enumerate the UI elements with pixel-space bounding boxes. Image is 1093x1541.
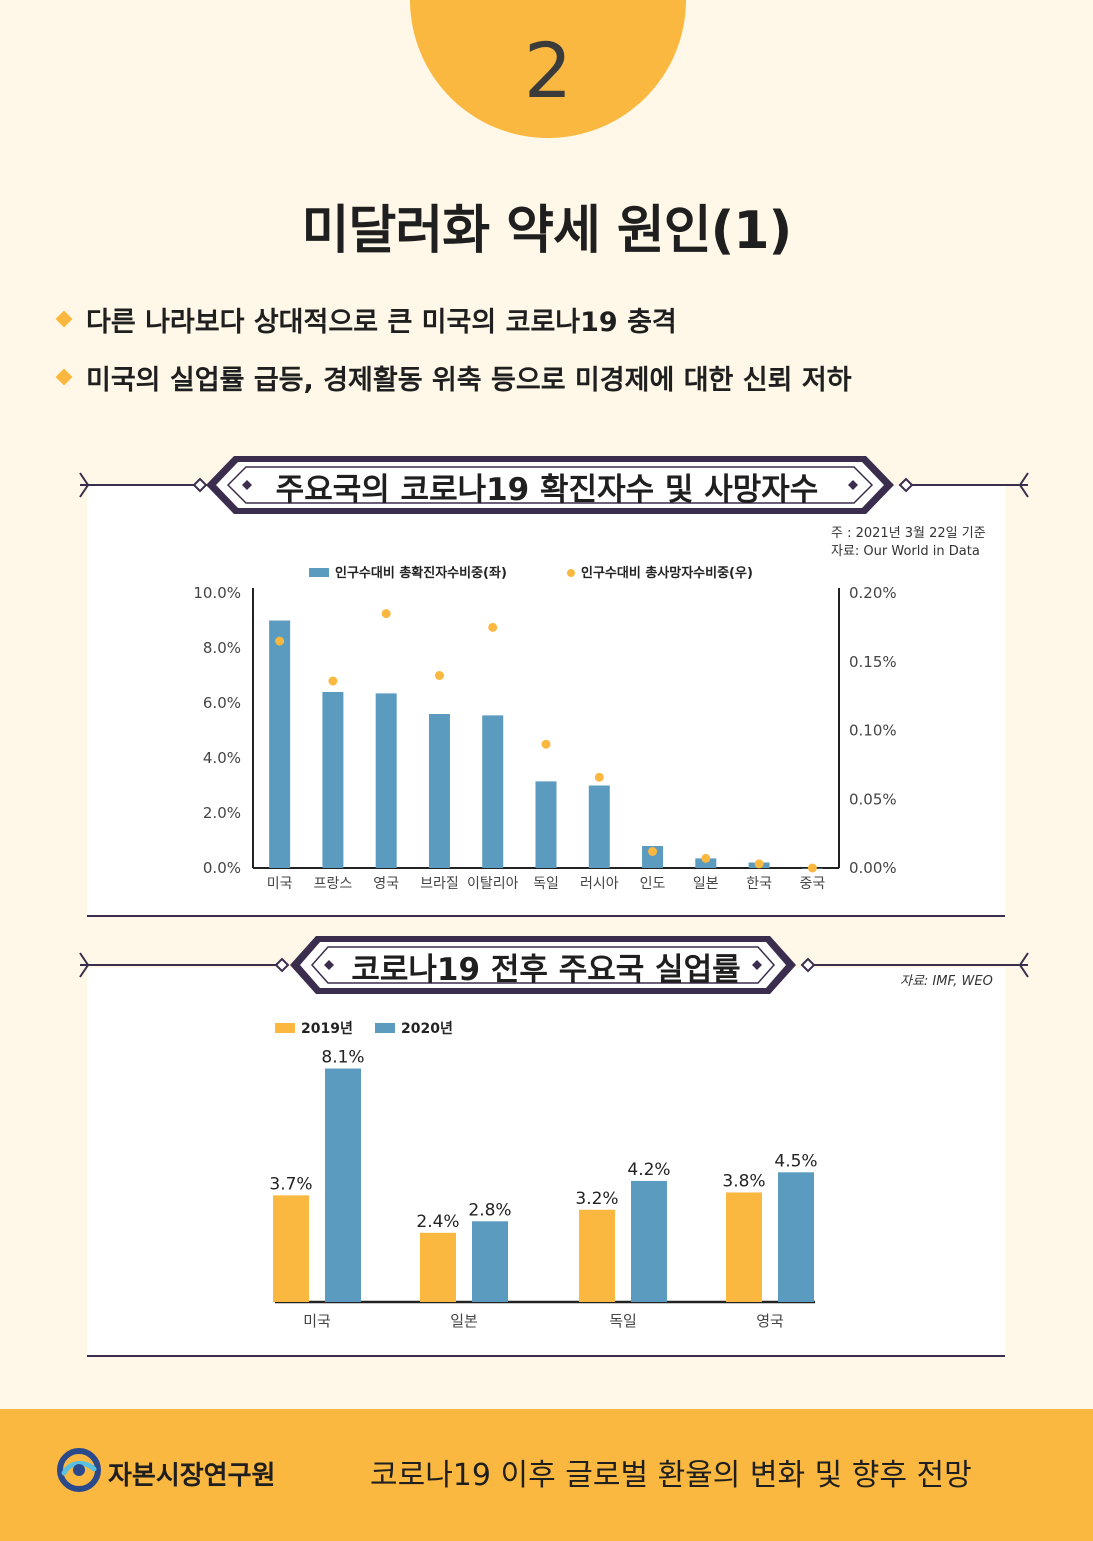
bullet-text: 미국의 실업률 급등, 경제활동 위축 등으로 미경제에 대한 신뢰 저하: [86, 364, 852, 396]
data-label: 2.8%: [468, 1200, 511, 1220]
bar: [269, 620, 291, 868]
bullet-item: 다른 나라보다 상대적으로 큰 미국의 코로나19 충격: [55, 290, 852, 348]
chart1-bottom-rule: [87, 915, 1005, 917]
data-label: 3.7%: [269, 1174, 312, 1194]
x-tick-label: 독일: [533, 876, 559, 892]
data-point: [434, 671, 444, 680]
bar: [322, 692, 344, 868]
chart2-panel: [87, 968, 1005, 1356]
chart1-source: 자료: Our World in Data: [831, 544, 980, 559]
x-tick-label: 프랑스: [314, 876, 353, 892]
data-label: 4.2%: [627, 1160, 670, 1180]
page-title: 미달러화 약세 원인(1): [301, 201, 793, 261]
page-number: 2: [523, 26, 573, 115]
bar: [420, 1232, 456, 1302]
legend-bar-swatch: [309, 568, 329, 577]
bar: [482, 715, 504, 868]
data-point: [594, 772, 604, 782]
footer-org-name: 자본시장연구원: [108, 1461, 276, 1491]
diamond-bullet-icon: [55, 368, 73, 386]
left-tick-label: 6.0%: [203, 694, 241, 712]
data-label: 4.5%: [774, 1151, 817, 1171]
right-tick-label: 0.05%: [849, 790, 897, 808]
bullet-item: 미국의 실업률 급등, 경제활동 위축 등으로 미경제에 대한 신뢰 저하: [55, 348, 852, 406]
data-point: [328, 676, 338, 686]
chart1-plot: 10.0% 8.0% 6.0% 4.0% 2.0% 0.0% 0.20% 0.15% 0.10%…: [193, 565, 897, 892]
diamond-bullet-icon: [55, 310, 73, 328]
x-tick-label: 일본: [450, 1312, 478, 1330]
data-point: [754, 859, 764, 869]
bar: [535, 781, 557, 868]
x-tick-label: 인도: [640, 876, 666, 892]
right-tick-label: 0.20%: [849, 584, 897, 602]
chart1-note-text: 주 : 2021년 3월 22일 기준: [831, 526, 986, 541]
data-point: [488, 622, 498, 632]
data-point: [807, 863, 817, 873]
legend-swatch: [375, 1023, 395, 1033]
legend-dot-label: 인구수대비 총사망자수비중(우): [581, 565, 753, 581]
chart1-title: 주요국의 코로나19 확진자수 및 사망자수: [275, 472, 819, 508]
chart2-plot: 3.7% 8.1% 미국 2.4% 2.8% 일본 3.2% 4.2% 독일 3.8% 4.5% 영국…: [269, 1021, 817, 1330]
x-tick-label: 한국: [746, 876, 772, 892]
data-point: [381, 609, 391, 619]
bar: [325, 1068, 361, 1302]
left-tick-label: 10.0%: [193, 584, 241, 602]
x-tick-label: 중국: [799, 876, 825, 892]
x-tick-label: 이탈리아: [467, 876, 519, 892]
bullet-list: 다른 나라보다 상대적으로 큰 미국의 코로나19 충격 미국의 실업률 급등,…: [55, 290, 852, 406]
left-tick-label: 2.0%: [203, 804, 241, 822]
x-tick-label: 일본: [693, 876, 719, 892]
x-tick-label: 영국: [373, 876, 399, 892]
legend-dot-swatch: [567, 569, 575, 577]
bar: [579, 1209, 615, 1302]
kcmi-logo-icon: [57, 1448, 101, 1492]
footer-report-title: 코로나19 이후 글로벌 환율의 변화 및 향후 전망: [370, 1458, 972, 1493]
legend-swatch: [275, 1023, 295, 1033]
x-tick-label: 독일: [609, 1312, 637, 1330]
x-tick-label: 영국: [756, 1312, 784, 1330]
bar: [375, 693, 397, 868]
footer-bar: [0, 1409, 1093, 1541]
legend-label: 2019년: [301, 1021, 353, 1037]
bar: [472, 1221, 508, 1302]
x-tick-label: 브라질: [420, 876, 459, 892]
data-label: 3.8%: [722, 1171, 765, 1191]
bar: [588, 785, 610, 868]
x-tick-label: 미국: [303, 1312, 331, 1330]
chart2-title-banner: [79, 936, 1029, 994]
x-tick-label: 러시아: [580, 876, 619, 892]
left-tick-label: 8.0%: [203, 639, 241, 657]
x-tick-label: 미국: [267, 876, 293, 892]
data-point: [275, 636, 285, 646]
left-tick-label: 0.0%: [203, 859, 241, 877]
data-label: 3.2%: [575, 1189, 618, 1209]
bar: [726, 1192, 762, 1302]
legend-label: 2020년: [401, 1021, 453, 1037]
chart2-bottom-rule: [87, 1355, 1005, 1357]
chart1-title-banner: [79, 456, 1029, 514]
chart1-note: 주 : 2021년 3월 22일 기준 자료: Our World in Dat…: [831, 525, 986, 561]
bar: [778, 1172, 814, 1302]
right-tick-label: 0.10%: [849, 722, 897, 740]
left-tick-label: 4.0%: [203, 749, 241, 767]
data-point: [701, 853, 711, 863]
bar: [631, 1180, 667, 1302]
legend-bar-label: 인구수대비 총확진자수비중(좌): [335, 565, 507, 581]
data-label: 2.4%: [416, 1212, 459, 1232]
right-tick-label: 0.15%: [849, 653, 897, 671]
bar: [273, 1195, 309, 1302]
data-point: [541, 739, 551, 749]
data-label: 8.1%: [321, 1048, 364, 1068]
data-point: [648, 847, 658, 856]
bar: [428, 714, 450, 868]
chart2-source: 자료: IMF, WEO: [900, 974, 993, 989]
chart2-title: 코로나19 전후 주요국 실업률: [351, 952, 741, 988]
right-tick-label: 0.00%: [849, 859, 897, 877]
bar: [695, 858, 717, 868]
bar: [642, 846, 664, 868]
bullet-text: 다른 나라보다 상대적으로 큰 미국의 코로나19 충격: [86, 306, 677, 338]
